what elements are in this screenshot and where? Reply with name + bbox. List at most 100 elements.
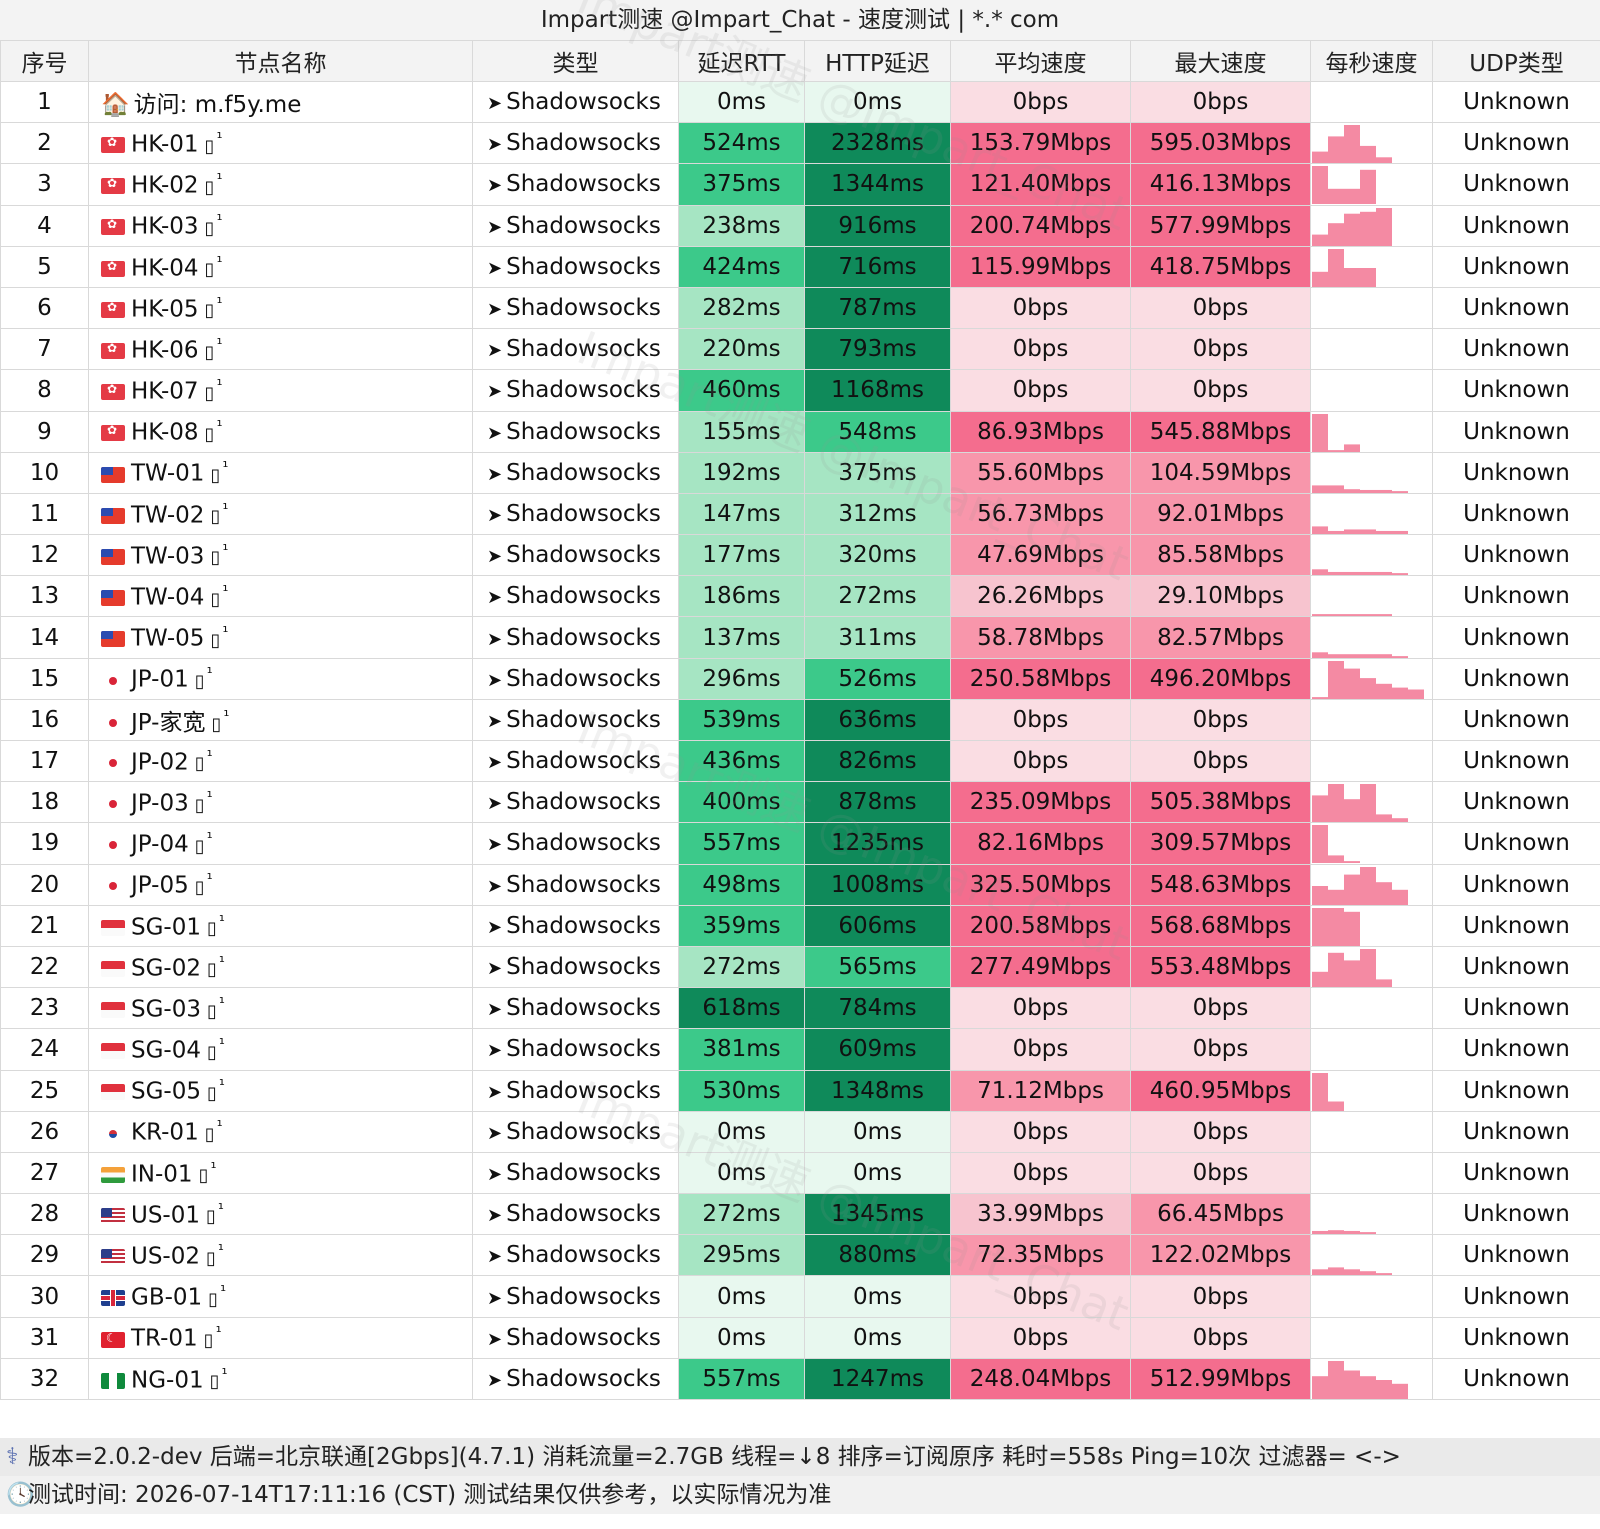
udp-cell: Unknown <box>1432 163 1600 206</box>
table-row[interactable]: 30 GB-01 ▯ ¹ ➤ Shadowsocks 0ms 0ms 0bps 0bps Unkno… <box>0 1275 1600 1318</box>
tag-superscript-icon: ¹ <box>218 1076 225 1095</box>
flag-jp-icon <box>101 672 125 689</box>
column-header-max-speed[interactable]: 最大速度 <box>1130 40 1311 82</box>
node-type: Shadowsocks <box>506 459 661 486</box>
table-row[interactable]: 19 JP-04 ▯ ¹ ➤ Shadowsocks 557ms 1235ms 82.16Mbp… <box>0 822 1600 865</box>
row-index: 29 <box>0 1234 89 1277</box>
table-row[interactable]: 24 SG-04 ▯ ¹ ➤ Shadowsocks 381ms 609ms 0bps 0bps U… <box>0 1028 1600 1071</box>
sparkline-chart <box>1311 988 1433 1028</box>
column-header-http[interactable]: HTTP延迟 <box>804 40 951 82</box>
max-speed-cell: 309.57Mbps <box>1130 822 1311 865</box>
node-name: TW-02 <box>131 502 205 529</box>
row-index: 18 <box>0 781 89 824</box>
column-header-name[interactable]: 节点名称 <box>88 40 473 82</box>
node-name: SG-05 <box>131 1078 201 1105</box>
rtt-cell: 272ms <box>678 945 805 989</box>
tag-box-icon: ▯ <box>204 259 215 281</box>
avg-speed-cell: 0bps <box>950 1151 1131 1195</box>
node-type: Shadowsocks <box>506 377 661 404</box>
table-row[interactable]: 18 JP-03 ▯ ¹ ➤ Shadowsocks 400ms 878ms 235.09Mbp… <box>0 781 1600 824</box>
flag-tw-icon <box>101 590 125 607</box>
table-row[interactable]: 23 SG-03 ▯ ¹ ➤ Shadowsocks 618ms 784ms 0bps 0bps U… <box>0 987 1600 1030</box>
table-row[interactable]: 29 US-02 ▯ ¹ ➤ Shadowsocks 295ms 880ms 72.35Mbps… <box>0 1234 1600 1277</box>
rtt-cell: 155ms <box>678 410 805 453</box>
rtt-cell: 436ms <box>678 739 805 783</box>
sparkline-chart <box>1312 166 1376 205</box>
per-second-sparkline <box>1310 945 1433 989</box>
sparkline-bar <box>1360 1376 1376 1399</box>
sparkline-bar <box>1360 653 1376 658</box>
max-speed-cell: 0bps <box>1130 1275 1311 1318</box>
table-row[interactable]: 11 TW-02 ▯ ¹ ➤ Shadowsocks 147ms 312ms 56.73Mbps… <box>0 492 1600 536</box>
column-header-index[interactable]: 序号 <box>0 40 89 82</box>
tag-superscript-icon: ¹ <box>220 1282 227 1301</box>
column-header-rtt[interactable]: 延迟RTT <box>678 40 805 82</box>
node-name: JP-01 <box>131 667 189 694</box>
table-row[interactable]: 7HK-06▯¹➤Shadowsocks220ms793ms0bps0bpsUn… <box>0 328 1600 371</box>
http-cell: 0ms <box>804 80 951 124</box>
table-row[interactable]: 26 KR-01 ▯ ¹ ➤ Shadowsocks 0ms 0ms 0bps 0bps Unkno… <box>0 1110 1600 1153</box>
table-row[interactable]: 8HK-07▯¹➤Shadowsocks460ms1168ms0bps0bpsU… <box>0 369 1600 412</box>
table-row[interactable]: 21 SG-01 ▯ ¹ ➤ Shadowsocks 359ms 606ms 200.58Mbp… <box>0 904 1600 947</box>
table-row[interactable]: 10 TW-01 ▯ ¹ ➤ Shadowsocks 192ms 375ms 55.60Mbps… <box>0 451 1600 494</box>
column-header-type[interactable]: 类型 <box>472 40 679 82</box>
max-speed-cell: 104.59Mbps <box>1130 451 1311 494</box>
table-row[interactable]: 27 IN-01 ▯ ¹ ➤ Shadowsocks 0ms 0ms 0bps 0bps Unkno… <box>0 1151 1600 1195</box>
table-row[interactable]: 16 JP-家宽 ▯ ¹ ➤ Shadowsocks 539ms 636ms 0bps 0bps U… <box>0 698 1600 742</box>
node-name-cell: HK-06▯¹ <box>88 328 473 371</box>
node-type: Shadowsocks <box>506 212 661 239</box>
rtt-cell: 0ms <box>678 1316 805 1359</box>
node-type-cell: ➤ Shadowsocks <box>472 286 679 330</box>
per-second-sparkline <box>1310 698 1433 742</box>
node-type: Shadowsocks <box>506 1283 661 1310</box>
node-type-cell: ➤ Shadowsocks <box>472 904 679 947</box>
table-row[interactable]: 2HK-01▯¹➤Shadowsocks524ms2328ms153.79Mbp… <box>0 122 1600 165</box>
avg-speed-cell: 0bps <box>950 1275 1131 1318</box>
udp-cell: Unknown <box>1432 987 1600 1030</box>
column-header-avg-speed[interactable]: 平均速度 <box>950 40 1131 82</box>
table-row[interactable]: 14 TW-05 ▯ ¹ ➤ Shadowsocks 137ms 311ms 58.78Mbps… <box>0 616 1600 659</box>
table-row[interactable]: 31TR-01▯¹➤Shadowsocks0ms0ms0bps0bpsUnkno… <box>0 1316 1600 1359</box>
node-name-cell: SG-05 ▯ ¹ <box>88 1069 473 1112</box>
udp-cell: Unknown <box>1432 698 1600 742</box>
sparkline-bar <box>1312 166 1328 205</box>
flag-jp-icon <box>101 754 125 771</box>
tag-box-icon: ▯ <box>210 588 221 610</box>
per-second-sparkline <box>1310 492 1433 536</box>
flag-sg-icon <box>101 1043 125 1060</box>
flag-in-icon <box>101 1166 125 1183</box>
table-row[interactable]: 3HK-02▯¹➤Shadowsocks375ms1344ms121.40Mbp… <box>0 163 1600 206</box>
sparkline-bar <box>1344 653 1360 658</box>
column-header-per-second[interactable]: 每秒速度 <box>1310 40 1433 82</box>
paper-plane-icon: ➤ <box>487 1163 503 1185</box>
flag-hk-icon <box>101 384 125 401</box>
table-row[interactable]: 22 SG-02 ▯ ¹ ➤ Shadowsocks 272ms 565ms 277.49Mbp… <box>0 945 1600 989</box>
table-row[interactable]: 25 SG-05 ▯ ¹ ➤ Shadowsocks 530ms 1348ms 71.12Mbp… <box>0 1069 1600 1112</box>
paper-plane-icon: ➤ <box>487 710 503 732</box>
tag-box-icon: ▯ <box>204 300 215 322</box>
table-row[interactable]: 13 TW-04 ▯ ¹ ➤ Shadowsocks 186ms 272ms 26.26Mbps… <box>0 575 1600 618</box>
sparkline-bar <box>1344 874 1360 905</box>
sparkline-chart <box>1312 1360 1408 1399</box>
table-row[interactable]: 4HK-03▯¹➤Shadowsocks238ms916ms200.74Mbps… <box>0 204 1600 247</box>
udp-cell: Unknown <box>1432 410 1600 453</box>
tag-superscript-icon: ¹ <box>206 870 213 889</box>
table-row[interactable]: 6HK-05▯¹➤Shadowsocks282ms787ms0bps0bpsUn… <box>0 286 1600 330</box>
tag-superscript-icon: ¹ <box>216 170 223 189</box>
table-row[interactable]: 17 JP-02 ▯ ¹ ➤ Shadowsocks 436ms 826ms 0bps 0bps U… <box>0 739 1600 783</box>
table-row[interactable]: 15 JP-01 ▯ ¹ ➤ Shadowsocks 296ms 526ms 250.58Mbp… <box>0 657 1600 700</box>
table-row[interactable]: 1 🏠 访问: m.f5y.me ➤ Shadowsocks 0ms 0ms 0bps 0bps… <box>0 80 1600 124</box>
udp-cell: Unknown <box>1432 1069 1600 1112</box>
table-row[interactable]: 20 JP-05 ▯ ¹ ➤ Shadowsocks 498ms 1008ms 325.50Mb… <box>0 863 1600 906</box>
sparkline-bar <box>1328 952 1344 987</box>
table-row[interactable]: 5HK-04▯¹➤Shadowsocks424ms716ms115.99Mbps… <box>0 245 1600 288</box>
http-cell: 1008ms <box>804 863 951 906</box>
table-row[interactable]: 28 US-01 ▯ ¹ ➤ Shadowsocks 272ms 1345ms 33.99Mbp… <box>0 1193 1600 1236</box>
sparkline-bar <box>1344 911 1360 946</box>
table-row[interactable]: 9HK-08▯¹➤Shadowsocks155ms548ms86.93Mbps5… <box>0 410 1600 453</box>
column-header-udp[interactable]: UDP类型 <box>1432 40 1600 82</box>
flag-hk-icon <box>101 137 125 154</box>
table-row[interactable]: 32 NG-01 ▯ ¹ ➤ Shadowsocks 557ms 1247ms 248.04Mb… <box>0 1357 1600 1401</box>
udp-cell: Unknown <box>1432 328 1600 371</box>
table-row[interactable]: 12 TW-03 ▯ ¹ ➤ Shadowsocks 177ms 320ms 47.69Mbps… <box>0 534 1600 577</box>
